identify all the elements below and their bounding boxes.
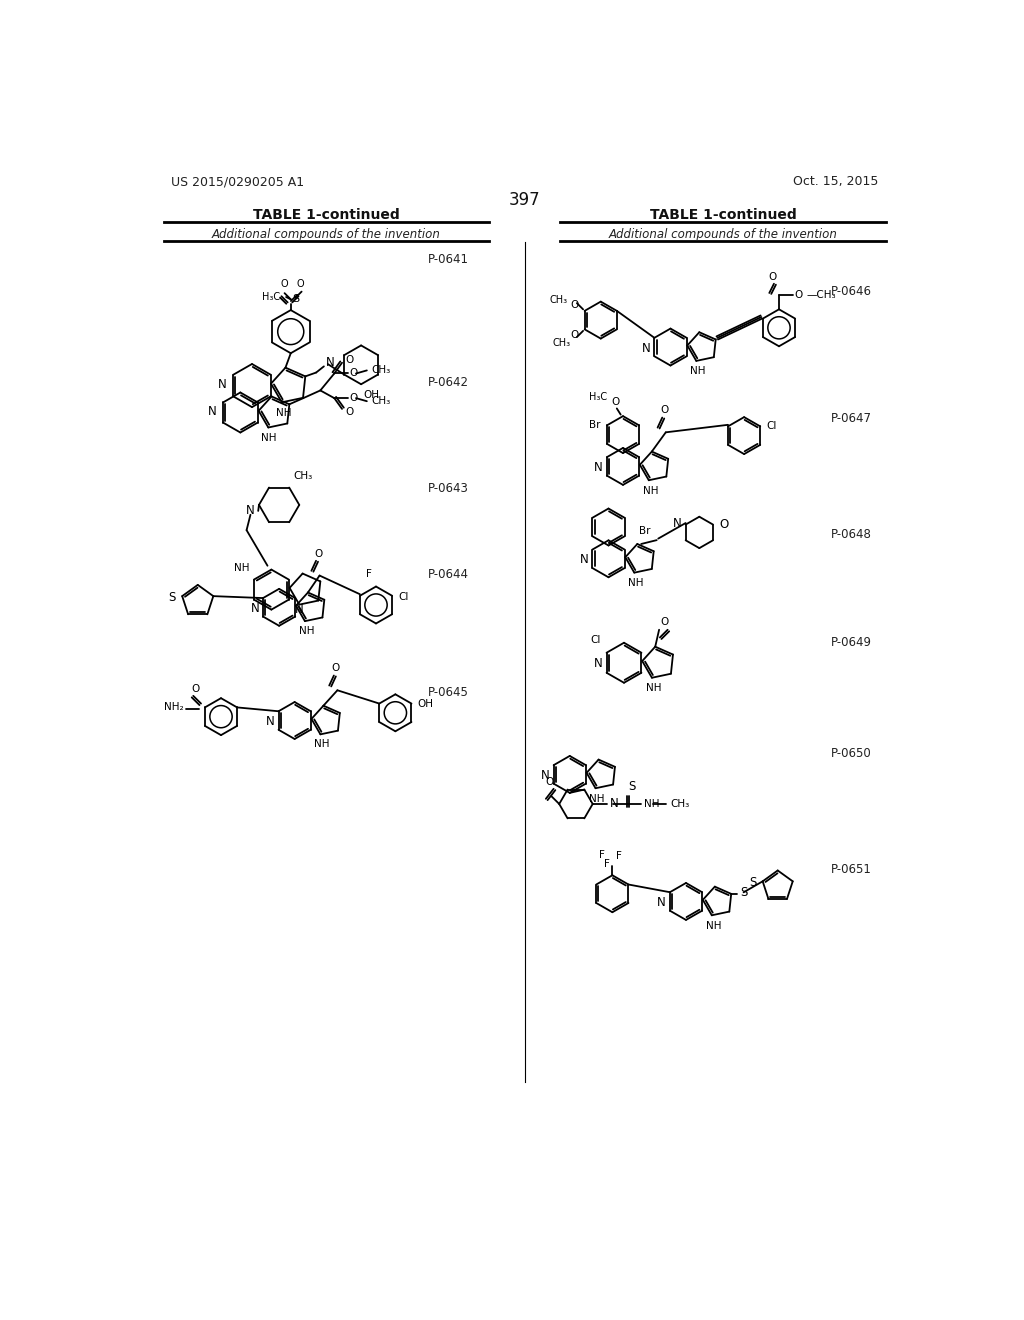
Text: P-0642: P-0642: [428, 376, 469, 388]
Text: NH: NH: [233, 564, 249, 573]
Text: CH₃: CH₃: [293, 471, 312, 482]
Text: P-0644: P-0644: [428, 568, 469, 581]
Text: O: O: [345, 355, 353, 364]
Text: F: F: [604, 859, 610, 869]
Text: P-0649: P-0649: [831, 636, 872, 649]
Text: O: O: [281, 279, 289, 289]
Text: NH: NH: [644, 799, 659, 809]
Text: P-0645: P-0645: [428, 686, 469, 698]
Text: NH₂: NH₂: [164, 702, 183, 713]
Text: NH: NH: [314, 739, 330, 748]
Text: Cl: Cl: [590, 635, 600, 645]
Text: Additional compounds of the invention: Additional compounds of the invention: [608, 228, 838, 242]
Text: F: F: [616, 851, 623, 862]
Text: CH₃: CH₃: [550, 296, 567, 305]
Text: 397: 397: [509, 191, 541, 209]
Text: O: O: [570, 330, 579, 341]
Text: NH: NH: [590, 793, 605, 804]
Text: S: S: [750, 876, 757, 890]
Text: H₃C: H₃C: [262, 292, 280, 302]
Text: P-0646: P-0646: [831, 285, 872, 298]
Text: NH: NH: [690, 366, 706, 376]
Text: S: S: [740, 886, 748, 899]
Text: O: O: [350, 368, 358, 379]
Text: TABLE 1-continued: TABLE 1-continued: [253, 209, 399, 223]
Text: CH₃: CH₃: [372, 366, 391, 375]
Text: US 2015/0290205 A1: US 2015/0290205 A1: [171, 176, 304, 189]
Text: O: O: [769, 272, 777, 281]
Text: Br: Br: [639, 527, 650, 536]
Text: P-0643: P-0643: [428, 482, 469, 495]
Text: NH: NH: [299, 626, 314, 636]
Text: O: O: [345, 407, 353, 417]
Text: O: O: [660, 405, 669, 416]
Text: N: N: [295, 603, 304, 616]
Text: P-0650: P-0650: [831, 747, 872, 760]
Text: CH₃: CH₃: [372, 396, 391, 407]
Text: N: N: [642, 342, 650, 355]
Text: S: S: [169, 591, 176, 605]
Text: N: N: [208, 405, 217, 418]
Text: N: N: [327, 356, 335, 370]
Text: P-0647: P-0647: [831, 412, 872, 425]
Text: N: N: [594, 461, 603, 474]
Text: N: N: [580, 553, 589, 566]
Text: O: O: [191, 684, 200, 693]
Text: P-0651: P-0651: [831, 863, 872, 876]
Text: F: F: [367, 569, 372, 579]
Text: N: N: [218, 378, 227, 391]
Text: O: O: [350, 393, 358, 403]
Text: —CH₃: —CH₃: [807, 290, 837, 301]
Text: N: N: [541, 770, 550, 781]
Text: N: N: [266, 715, 274, 729]
Text: NH: NH: [706, 920, 721, 931]
Text: N: N: [673, 516, 682, 529]
Text: S: S: [292, 294, 299, 305]
Text: Additional compounds of the invention: Additional compounds of the invention: [212, 228, 441, 242]
Text: N: N: [594, 656, 603, 669]
Text: Cl: Cl: [398, 593, 409, 602]
Text: O: O: [660, 616, 669, 627]
Text: O: O: [296, 279, 304, 289]
Text: Br: Br: [589, 420, 601, 430]
Text: O: O: [719, 517, 728, 531]
Text: H₃C: H₃C: [590, 392, 607, 403]
Text: NH: NH: [628, 578, 644, 587]
Text: OH: OH: [364, 391, 380, 400]
Text: CH₃: CH₃: [670, 799, 689, 809]
Text: OH: OH: [418, 698, 434, 709]
Text: P-0648: P-0648: [831, 528, 872, 541]
Text: O: O: [795, 290, 803, 301]
Text: NH: NH: [643, 486, 658, 495]
Text: CH₃: CH₃: [553, 338, 570, 348]
Text: NH: NH: [275, 408, 291, 417]
Text: F: F: [599, 850, 604, 859]
Text: O: O: [570, 300, 579, 310]
Text: TABLE 1-continued: TABLE 1-continued: [650, 209, 797, 223]
Text: N: N: [246, 504, 254, 517]
Text: O: O: [546, 777, 554, 787]
Text: O: O: [611, 397, 620, 407]
Text: N: N: [609, 797, 618, 810]
Text: Oct. 15, 2015: Oct. 15, 2015: [793, 176, 879, 189]
Text: O: O: [332, 664, 340, 673]
Text: N: N: [251, 602, 259, 615]
Text: Cl: Cl: [766, 421, 777, 432]
Text: N: N: [657, 896, 666, 909]
Text: S: S: [629, 780, 636, 793]
Text: P-0641: P-0641: [428, 253, 469, 267]
Text: NH: NH: [646, 684, 662, 693]
Text: NH: NH: [260, 433, 276, 444]
Text: O: O: [314, 549, 323, 558]
